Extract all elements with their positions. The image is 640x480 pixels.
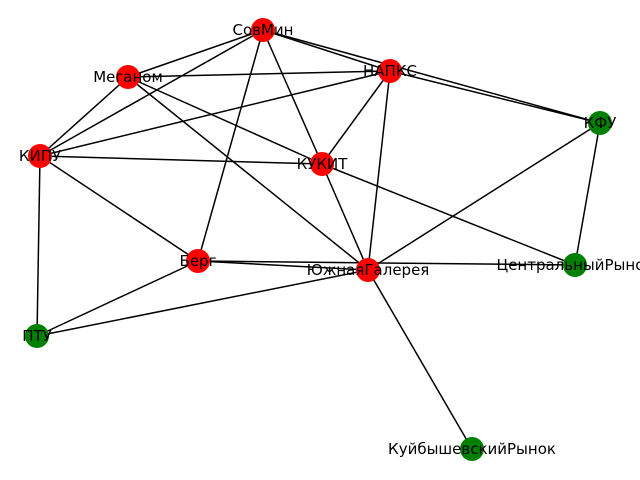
edge-напкс-кфу	[389, 70, 601, 124]
edge-южнаягалерея-пту	[36, 269, 369, 337]
edge-меганом-южнаягалерея	[127, 76, 369, 271]
node-кукит[interactable]	[310, 152, 334, 176]
node-центральныйрынок[interactable]	[563, 253, 587, 277]
edge-берг-центральныйрынок	[197, 260, 576, 266]
node-совмин[interactable]	[251, 18, 275, 42]
edge-совмин-меганом	[127, 29, 264, 78]
edge-совмин-берг	[197, 29, 264, 262]
edge-кукит-центральныйрынок	[321, 163, 576, 266]
edge-меганом-кипу	[39, 76, 129, 157]
nodes-layer	[25, 18, 612, 461]
node-label-центральныйрынок: ЦентральныйРынок	[497, 256, 640, 274]
labels-layer: СовМин Меганом НАПКС КФУ КИПУ КУКИТ Берг ЮжнаяГ…	[19, 21, 640, 458]
node-label-пту: ПТУ	[22, 327, 52, 345]
edge-совмин-кукит	[262, 29, 323, 165]
node-куйбышевскийрынок[interactable]	[460, 437, 484, 461]
edge-кипу-кукит	[39, 155, 323, 165]
node-кфу[interactable]	[588, 111, 612, 135]
edge-берг-южнаягалерея	[197, 260, 369, 271]
node-label-куйбышевскийрынок: КуйбышевскийРынок	[388, 440, 556, 458]
edge-меганом-кукит	[127, 76, 323, 165]
node-label-кипу: КИПУ	[19, 147, 61, 165]
node-меганом[interactable]	[116, 65, 140, 89]
edge-совмин-напкс	[262, 29, 391, 72]
edge-напкс-кипу	[39, 70, 391, 157]
node-кипу[interactable]	[28, 144, 52, 168]
edge-кипу-берг	[39, 155, 199, 262]
edge-кфу-центральныйрынок	[574, 122, 601, 266]
edge-кукит-южнаягалерея	[321, 163, 369, 271]
node-напкс[interactable]	[378, 59, 402, 83]
edge-кипу-пту	[36, 155, 41, 337]
edge-меганом-напкс	[127, 70, 391, 78]
node-label-берг: Берг	[180, 252, 217, 270]
node-южнаягалерея[interactable]	[356, 258, 380, 282]
edge-южнаягалерея-куйбышевскийрынок	[367, 269, 473, 450]
node-label-меганом: Меганом	[93, 68, 163, 86]
node-label-кукит: КУКИТ	[297, 155, 349, 173]
edge-кфу-южнаягалерея	[367, 122, 601, 271]
edge-напкс-кукит	[321, 70, 391, 165]
node-label-совмин: СовМин	[233, 21, 294, 39]
edge-совмин-кипу	[39, 29, 264, 157]
node-берг[interactable]	[186, 249, 210, 273]
node-пту[interactable]	[25, 324, 49, 348]
edge-совмин-кфу	[262, 29, 601, 124]
edges-layer	[36, 29, 601, 450]
node-label-напкс: НАПКС	[363, 62, 417, 80]
node-label-кфу: КФУ	[584, 114, 617, 132]
edge-напкс-южнаягалерея	[367, 70, 391, 271]
node-label-южнаягалерея: ЮжнаяГалерея	[307, 261, 430, 279]
edge-берг-пту	[36, 260, 199, 337]
